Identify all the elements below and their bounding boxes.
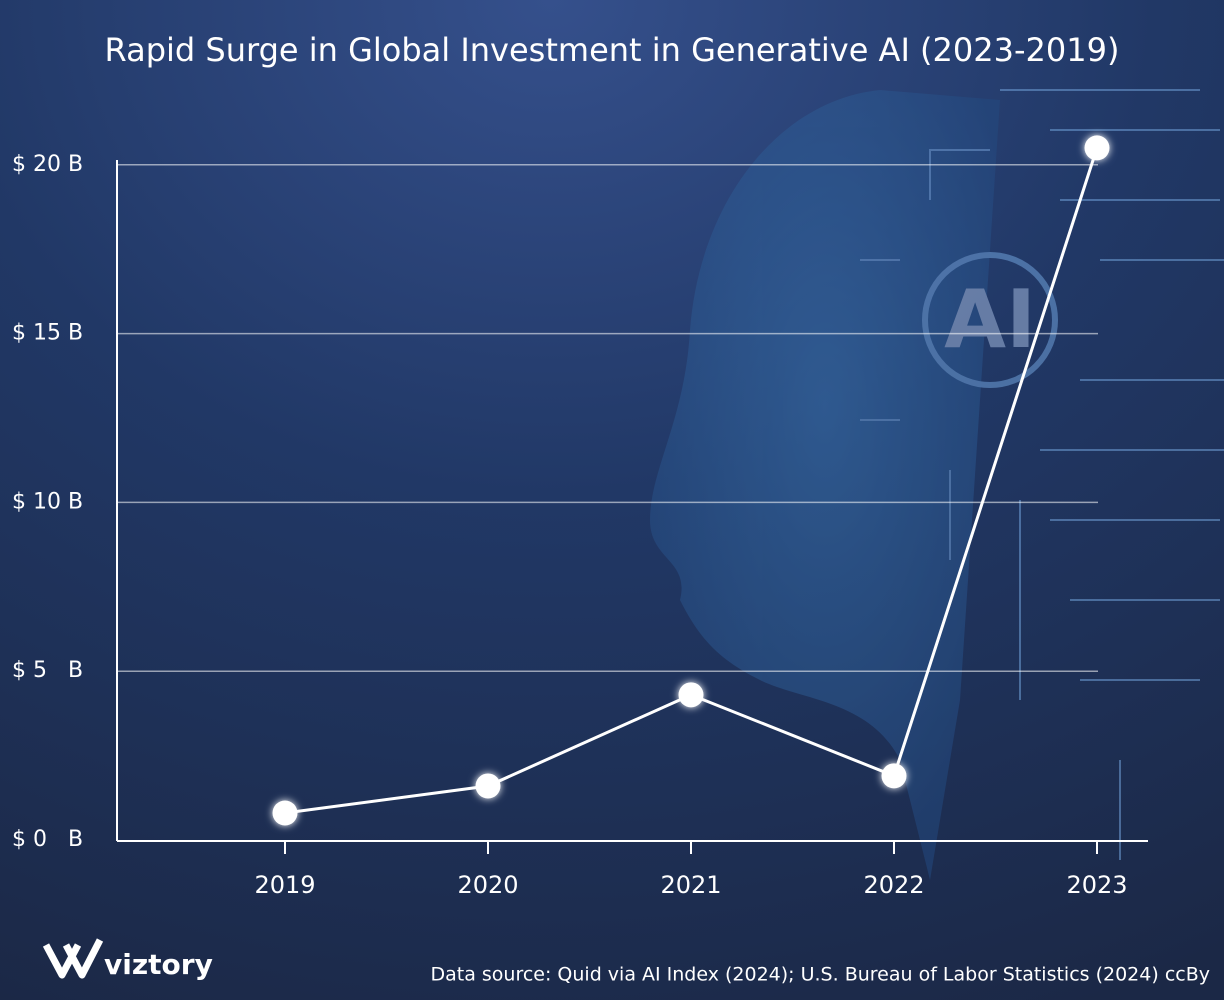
y-tick-label: $ 15 B [12, 321, 83, 346]
logo: viztory [42, 938, 213, 981]
chart-title: Rapid Surge in Global Investment in Gene… [105, 31, 1120, 69]
x-tick-label: 2023 [1066, 871, 1127, 899]
x-tick-label: 2020 [457, 871, 518, 899]
logo-text: viztory [104, 948, 213, 981]
point [272, 800, 298, 826]
svg-text:AI: AI [944, 273, 1036, 366]
decoration: AI [650, 89, 1224, 880]
point [1084, 135, 1110, 161]
point [678, 682, 704, 708]
y-tick-label: $ 5 B [12, 658, 83, 683]
source: Data source: Quid via AI Index (2024); U… [430, 964, 1210, 986]
x-tick-label: 2022 [863, 871, 924, 899]
y-tick-label: $ 10 B [12, 489, 83, 514]
x-tick-label: 2021 [660, 871, 721, 899]
point [475, 773, 501, 799]
y-tick-label: $ 0 B [12, 827, 83, 852]
point [881, 763, 907, 789]
x-tick-label: 2019 [254, 871, 315, 899]
y-tick-label: $ 20 B [12, 152, 83, 177]
